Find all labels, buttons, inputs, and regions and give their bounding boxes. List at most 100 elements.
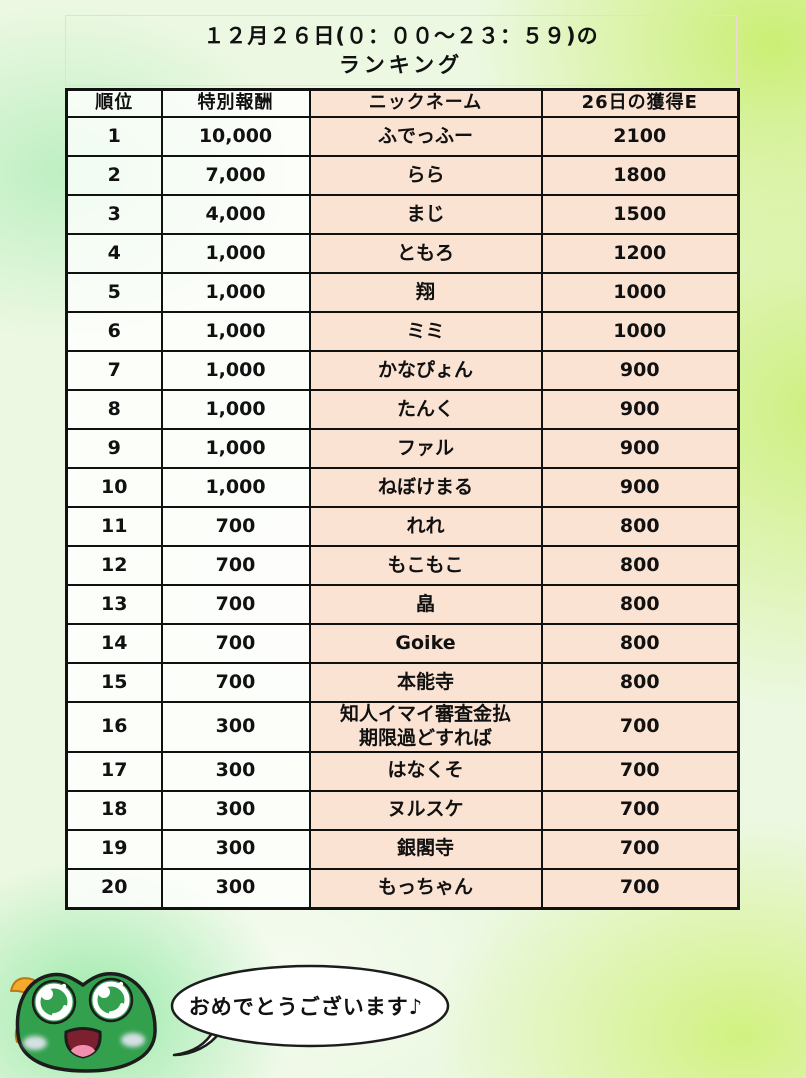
cell-rank: 13 bbox=[65, 584, 163, 625]
cell-reward: 1,000 bbox=[160, 467, 311, 508]
table-row: 20 300 もっちゃん 700 bbox=[65, 867, 740, 909]
cell-reward: 700 bbox=[160, 623, 311, 664]
cell-nickname: まじ bbox=[308, 194, 543, 235]
cell-rank: 2 bbox=[65, 155, 163, 196]
cheek-left bbox=[23, 1036, 47, 1050]
table-row: 16 300 知人イマイ審査金払 期限過どすれば 700 bbox=[65, 701, 740, 753]
cell-earned: 800 bbox=[540, 506, 740, 547]
cell-rank: 6 bbox=[65, 311, 163, 352]
cell-earned: 700 bbox=[540, 750, 740, 792]
cell-earned: 700 bbox=[540, 701, 740, 753]
cell-earned: 1000 bbox=[540, 311, 740, 352]
cell-earned: 900 bbox=[540, 350, 740, 391]
frog-mascot bbox=[6, 960, 170, 1076]
cell-nickname: 知人イマイ審査金払 期限過どすれば bbox=[308, 701, 543, 753]
cell-rank: 3 bbox=[65, 194, 163, 235]
cell-rank: 15 bbox=[65, 662, 163, 703]
title-box: １２月２６日(０：００～２３：５９)の ランキング bbox=[65, 15, 737, 86]
cell-reward: 700 bbox=[160, 506, 311, 547]
cell-earned: 1500 bbox=[540, 194, 740, 235]
table-row: 4 1,000 ともろ 1200 bbox=[65, 233, 740, 274]
cell-earned: 800 bbox=[540, 584, 740, 625]
cell-rank: 20 bbox=[65, 867, 163, 909]
table-row: 12 700 もこもこ 800 bbox=[65, 545, 740, 586]
table-row: 17 300 はなくそ 700 bbox=[65, 750, 740, 792]
table-row: 18 300 ヌルスケ 700 bbox=[65, 789, 740, 831]
cell-nickname: れれ bbox=[308, 506, 543, 547]
cell-rank: 4 bbox=[65, 233, 163, 274]
frog-eye-right bbox=[88, 977, 134, 1023]
cell-rank: 10 bbox=[65, 467, 163, 508]
cell-reward: 10,000 bbox=[160, 116, 311, 157]
frog-mouth bbox=[64, 1027, 102, 1059]
cell-reward: 1,000 bbox=[160, 428, 311, 469]
cell-reward: 1,000 bbox=[160, 233, 311, 274]
cell-nickname: もっちゃん bbox=[308, 867, 543, 909]
frog-mascot-illustration bbox=[10, 972, 157, 1073]
cell-nickname: ねぼけまる bbox=[308, 467, 543, 508]
cell-nickname: はなくそ bbox=[308, 750, 543, 792]
cell-earned: 900 bbox=[540, 428, 740, 469]
cell-earned: 1800 bbox=[540, 155, 740, 196]
cell-earned: 900 bbox=[540, 389, 740, 430]
ranking-table-body: 1 10,000 ふでっふー 2100 2 7,000 らら 1800 3 4,000 まじ 1500… bbox=[65, 116, 740, 909]
cell-earned: 800 bbox=[540, 662, 740, 703]
cell-nickname: たんく bbox=[308, 389, 543, 430]
cell-reward: 300 bbox=[160, 750, 311, 792]
cell-nickname: かなぴょん bbox=[308, 350, 543, 391]
table-row: 5 1,000 翔 1000 bbox=[65, 272, 740, 313]
cell-nickname: ミミ bbox=[308, 311, 543, 352]
cell-reward: 700 bbox=[160, 545, 311, 586]
cell-nickname: ふでっふー bbox=[308, 116, 543, 157]
cell-nickname: ヌルスケ bbox=[308, 789, 543, 831]
header-nickname: ニックネーム bbox=[308, 88, 543, 118]
ranking-table: 順位 特別報酬 ニックネーム 26日の獲得E 1 10,000 ふでっふー 2100 2… bbox=[65, 88, 740, 910]
cell-nickname: もこもこ bbox=[308, 545, 543, 586]
cell-rank: 14 bbox=[65, 623, 163, 664]
cell-earned: 700 bbox=[540, 828, 740, 870]
cell-rank: 19 bbox=[65, 828, 163, 870]
cell-rank: 8 bbox=[65, 389, 163, 430]
cell-rank: 17 bbox=[65, 750, 163, 792]
cell-rank: 1 bbox=[65, 116, 163, 157]
page-title-line1: １２月２６日(０：００～２３：５９)の bbox=[203, 24, 599, 49]
cell-nickname: 本能寺 bbox=[308, 662, 543, 703]
cell-earned: 900 bbox=[540, 467, 740, 508]
header-rank: 順位 bbox=[65, 88, 163, 118]
cell-reward: 4,000 bbox=[160, 194, 311, 235]
table-row: 9 1,000 ファル 900 bbox=[65, 428, 740, 469]
header-earned: 26日の獲得E bbox=[540, 88, 740, 118]
table-row: 19 300 銀閣寺 700 bbox=[65, 828, 740, 870]
frog-tongue bbox=[70, 1045, 96, 1057]
table-row: 14 700 Goike 800 bbox=[65, 623, 740, 664]
cell-reward: 1,000 bbox=[160, 350, 311, 391]
cell-nickname: Goike bbox=[308, 623, 543, 664]
cell-rank: 7 bbox=[65, 350, 163, 391]
cell-reward: 700 bbox=[160, 662, 311, 703]
table-row: 15 700 本能寺 800 bbox=[65, 662, 740, 703]
table-row: 8 1,000 たんく 900 bbox=[65, 389, 740, 430]
cell-earned: 700 bbox=[540, 867, 740, 909]
cell-rank: 12 bbox=[65, 545, 163, 586]
cell-reward: 1,000 bbox=[160, 389, 311, 430]
speech-bubble-text: おめでとうございます♪ bbox=[188, 995, 424, 1019]
table-row: 13 700 皛 800 bbox=[65, 584, 740, 625]
table-row: 7 1,000 かなぴょん 900 bbox=[65, 350, 740, 391]
page-title-line2: ランキング bbox=[338, 52, 464, 77]
table-row: 10 1,000 ねぼけまる 900 bbox=[65, 467, 740, 508]
table-row: 11 700 れれ 800 bbox=[65, 506, 740, 547]
cell-nickname: ともろ bbox=[308, 233, 543, 274]
cell-reward: 300 bbox=[160, 867, 311, 909]
cell-reward: 300 bbox=[160, 789, 311, 831]
cell-earned: 800 bbox=[540, 545, 740, 586]
cell-reward: 7,000 bbox=[160, 155, 311, 196]
cell-earned: 1200 bbox=[540, 233, 740, 274]
speech-bubble-shape bbox=[170, 964, 450, 1057]
cell-reward: 1,000 bbox=[160, 311, 311, 352]
table-row: 1 10,000 ふでっふー 2100 bbox=[65, 116, 740, 157]
cell-nickname: 皛 bbox=[308, 584, 543, 625]
cell-reward: 1,000 bbox=[160, 272, 311, 313]
table-row: 2 7,000 らら 1800 bbox=[65, 155, 740, 196]
header-row: 順位 特別報酬 ニックネーム 26日の獲得E bbox=[65, 88, 740, 118]
